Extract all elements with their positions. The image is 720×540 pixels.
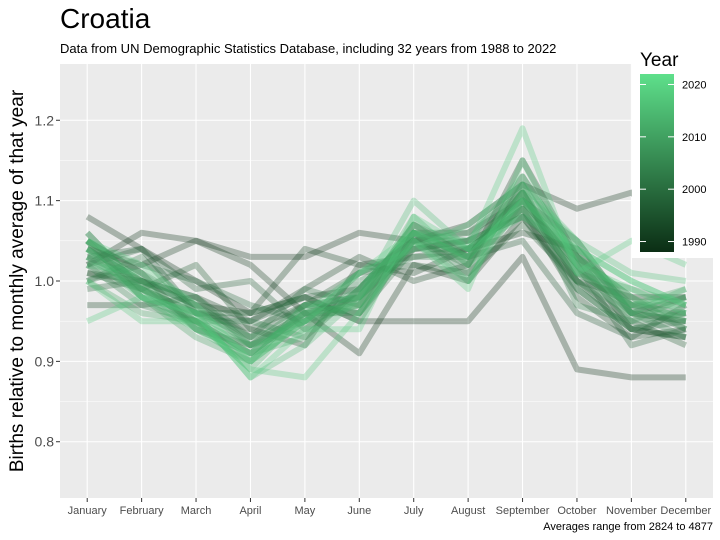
y-tick-label: 1.2 (35, 112, 55, 128)
legend-tick-label: 2020 (682, 79, 706, 91)
series-line-1991 (86, 229, 687, 325)
series-line-2016 (85, 181, 687, 357)
series-line-1995 (86, 229, 688, 341)
chart-caption: Averages range from 2824 to 4877 (543, 521, 713, 533)
x-tick-label: April (239, 505, 261, 517)
series-line-2000 (85, 173, 688, 341)
series-line-2017 (85, 157, 688, 381)
y-axis-label: Births relative to monthly average of th… (7, 89, 28, 472)
y-tick-label: 1.1 (35, 193, 55, 209)
x-tick-label: January (68, 505, 108, 517)
series-line-2007 (85, 205, 687, 357)
legend-tick-label: 2000 (682, 184, 706, 196)
series-line-1997 (86, 197, 687, 349)
series-line-2019 (85, 197, 688, 365)
legend-tick-label: 2010 (682, 132, 706, 144)
series-line-2012 (85, 205, 688, 373)
legend-ticks: 1990 2000 2010 2020 (640, 79, 706, 249)
y-axis-ticks: 0.8 0.9 1.0 1.1 1.2 (35, 112, 60, 450)
legend-tick-label: 1990 (682, 237, 706, 249)
series-line-1999 (86, 213, 687, 333)
x-tick-label: November (606, 505, 657, 517)
series-line-2005 (85, 213, 688, 349)
grid (60, 64, 713, 498)
x-tick-label: August (451, 505, 485, 517)
series-line-1988 (85, 214, 686, 381)
series-line-2004 (85, 181, 687, 341)
x-axis-ticks: January February March April May June July Augu… (68, 498, 711, 517)
series-line-1989 (85, 181, 688, 268)
series-line-2009 (85, 197, 686, 365)
series-line-2018 (85, 125, 688, 381)
series-line-2015 (86, 197, 688, 381)
series-lines (85, 125, 688, 381)
series-line-2003 (85, 197, 688, 349)
x-tick-label: June (347, 505, 371, 517)
y-tick-label: 0.8 (35, 434, 55, 450)
series-line-2006 (85, 189, 687, 365)
series-line-1998 (86, 189, 687, 341)
x-tick-label: December (660, 505, 711, 517)
series-line-1994 (85, 197, 687, 349)
chart-subtitle: Data from UN Demographic Statistics Data… (60, 41, 556, 56)
chart-title: Croatia (60, 3, 151, 34)
x-tick-label: July (404, 505, 424, 517)
y-tick-label: 1.0 (35, 273, 55, 289)
legend-colorbar (640, 74, 674, 252)
series-line-1992 (87, 157, 687, 341)
x-tick-label: March (181, 505, 212, 517)
y-tick-label: 0.9 (35, 353, 55, 369)
series-line-2013 (85, 173, 687, 349)
legend-title: Year (640, 50, 679, 71)
series-line-2001 (85, 205, 687, 357)
legend: Year 1990 2000 2010 2020 (632, 46, 720, 258)
series-line-1996 (86, 221, 688, 349)
x-tick-label: September (496, 505, 550, 517)
x-tick-label: May (294, 505, 315, 517)
series-line-2010 (85, 189, 687, 349)
x-tick-label: October (557, 505, 596, 517)
series-line-2008 (85, 181, 688, 341)
series-line-2002 (85, 189, 687, 333)
series-line-2014 (85, 189, 688, 365)
series-line-1990 (86, 213, 686, 357)
x-tick-label: February (120, 505, 165, 517)
series-line-2011 (85, 197, 686, 357)
series-line-1993 (85, 205, 687, 349)
